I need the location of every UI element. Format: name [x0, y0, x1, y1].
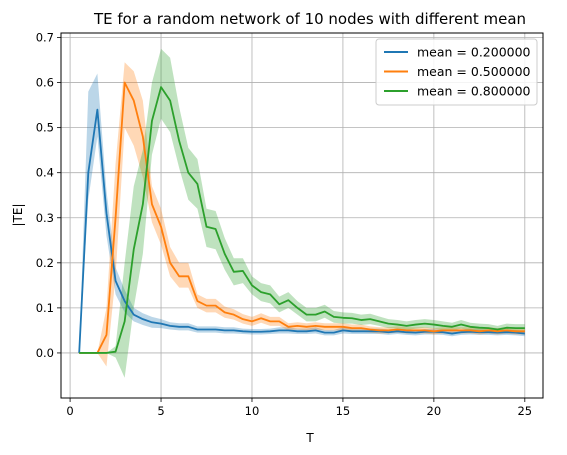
y-tick-label: 0.3	[36, 211, 54, 225]
series-2-line	[79, 86, 525, 354]
legend-box	[375, 38, 538, 106]
x-tick-label: 0	[66, 404, 73, 418]
x-tick-label: 5	[157, 404, 164, 418]
x-axis-label: T	[305, 431, 314, 445]
y-axis-ticks: 0.0 0.1 0.2 0.3 0.4 0.5 0.6 0.7	[36, 31, 61, 360]
chart-title: TE for a random network of 10 nodes with…	[93, 10, 526, 28]
y-tick-label: 0.7	[36, 31, 54, 45]
y-tick-label: 0.6	[36, 76, 54, 90]
y-tick-label: 0.2	[36, 256, 54, 270]
plot-frame	[60, 32, 544, 399]
legend: mean = 0.200000 mean = 0.500000 mean = 0.8…	[375, 38, 538, 106]
y-axis-label: |TE|	[11, 204, 25, 227]
legend-label: mean = 0.200000	[417, 45, 531, 60]
y-tick-label: 0.0	[36, 346, 54, 360]
legend-label: mean = 0.800000	[417, 84, 531, 99]
x-tick-label: 25	[517, 404, 532, 418]
series-0-line	[78, 108, 525, 353]
x-tick-label: 15	[336, 404, 351, 418]
y-tick-label: 0.4	[36, 166, 54, 180]
y-tick-label: 0.1	[36, 301, 54, 315]
x-tick-label: 10	[245, 404, 260, 418]
y-tick-label: 0.5	[36, 121, 54, 135]
legend-label: mean = 0.500000	[417, 64, 531, 79]
series-lines	[78, 81, 525, 354]
x-tick-label: 20	[427, 404, 442, 418]
series-1-line	[79, 81, 525, 354]
x-axis-ticks: 0 5 10 15 20 25	[66, 398, 532, 418]
series-1-band	[79, 62, 525, 367]
